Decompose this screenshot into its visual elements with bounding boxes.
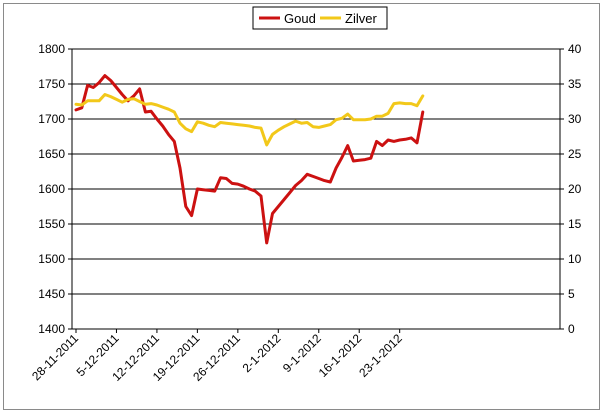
y-right-tick-label: 35 (568, 77, 582, 91)
y-right-tick-label: 40 (568, 42, 582, 56)
y-left-tick-label: 1800 (38, 42, 65, 56)
series-lines (74, 74, 425, 245)
x-tick-label: 16-1-2012 (316, 331, 365, 380)
y-left-tick-label: 1600 (38, 182, 65, 196)
y-right-tick-label: 25 (568, 147, 582, 161)
x-tick-label: 28-11-2011 (29, 331, 81, 383)
series-line-goud (74, 74, 425, 245)
y-right-tick-label: 30 (568, 112, 582, 126)
y-left-tick-label: 1500 (38, 252, 65, 266)
y-right-tick-label: 15 (568, 217, 582, 231)
y-right-tick-label: 5 (568, 287, 575, 301)
axes (68, 48, 564, 333)
y-right-tick-label: 10 (568, 252, 582, 266)
gridlines (72, 48, 560, 295)
y-right-tick-label: 20 (568, 182, 582, 196)
chart-frame (3, 3, 600, 410)
x-tick-label: 2-1-2012 (240, 331, 284, 375)
y-left-tick-label: 1400 (38, 322, 65, 336)
legend-label-goud: Goud (284, 11, 316, 26)
y-left-tick-label: 1550 (38, 217, 65, 231)
x-tick-label: 23-1-2012 (356, 331, 405, 380)
y-left-tick-label: 1650 (38, 147, 65, 161)
y-left-tick-label: 1450 (38, 287, 65, 301)
legend: Goud Zilver (252, 6, 388, 30)
legend-label-zilver: Zilver (345, 11, 377, 26)
y-right-tick-label: 0 (568, 322, 575, 336)
tick-labels: 1400 1450 1500 1550 1600 1650 1700 1750 1800 0 5 10… (29, 42, 582, 384)
y-left-tick-label: 1750 (38, 77, 65, 91)
series-line-zilver (74, 93, 425, 147)
y-left-tick-label: 1700 (38, 112, 65, 126)
